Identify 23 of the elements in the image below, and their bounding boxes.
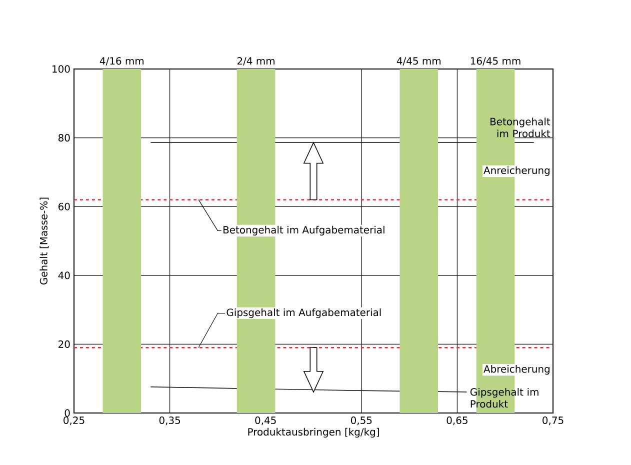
x-tick-label: 0,35	[159, 416, 180, 426]
x-tick-label: 0,75	[542, 416, 564, 426]
y-tick-label: 40	[58, 272, 70, 280]
ref-line-label: Betongehalt im Aufgabematerial	[224, 226, 384, 236]
y-axis-title: Gehalt [Masse-%]	[40, 198, 49, 285]
band-label: 4/16 mm	[100, 57, 144, 66]
x-tick-label: 0,55	[350, 416, 372, 426]
annotation: Abreicherung	[484, 365, 550, 375]
annotation: Anreicherung	[484, 166, 550, 176]
ref-line-label: Gipsgehalt im Aufgabematerial	[226, 308, 381, 318]
x-tick-label: 0,65	[446, 416, 468, 426]
series-label: Betongehalt im Produkt	[490, 118, 550, 138]
y-tick-label: 100	[52, 65, 70, 73]
x-tick-label: 0,25	[64, 416, 84, 426]
y-tick-label: 20	[58, 340, 70, 348]
y-tick-label: 80	[58, 134, 70, 142]
band-label: 16/45 mm	[470, 57, 520, 66]
y-tick-label: 60	[58, 202, 70, 210]
x-axis-title: Produktausbringen [kg/kg]	[248, 428, 379, 438]
x-tick-label: 0,45	[255, 416, 276, 426]
y-tick-label: 0	[64, 409, 70, 417]
band-label: 2/4 mm	[237, 57, 274, 66]
band-label: 4/45 mm	[396, 57, 440, 66]
